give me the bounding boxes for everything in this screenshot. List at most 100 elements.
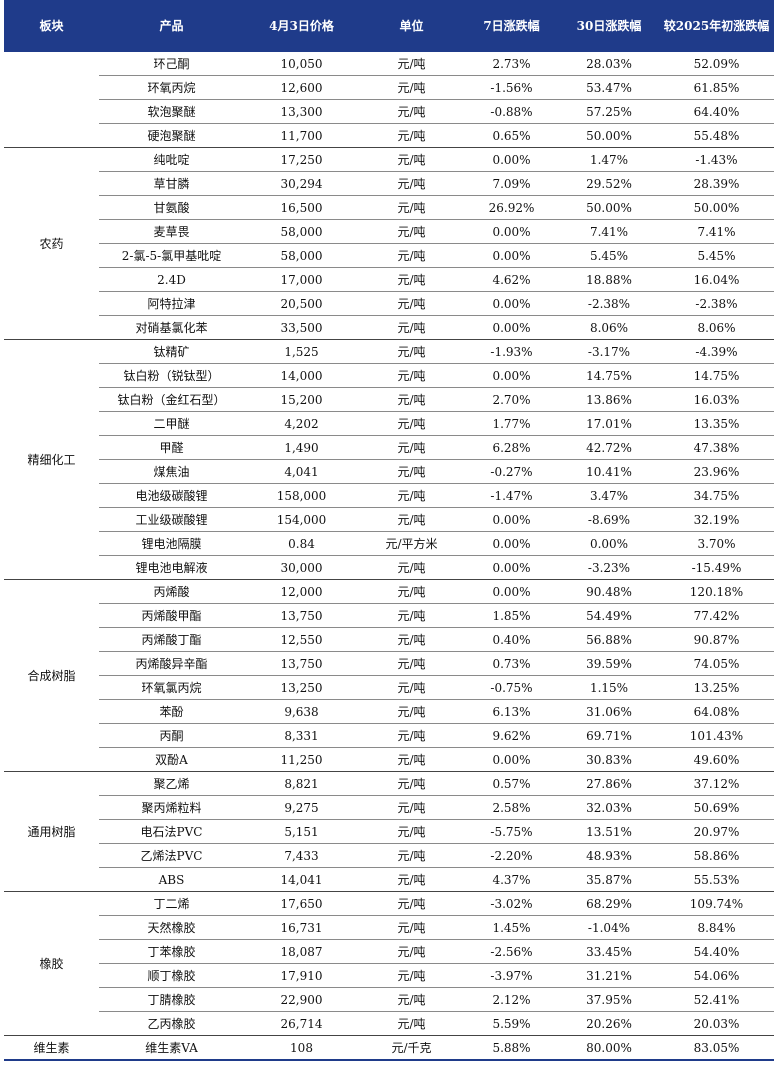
product-name-cell: 工业级碳酸锂 (99, 507, 244, 532)
price-cell: 30,294 (244, 171, 359, 196)
product-name-cell: 环氧丙烷 (99, 75, 244, 100)
change-7d-cell: -2.56% (464, 939, 559, 964)
unit-cell: 元/吨 (359, 195, 464, 220)
price-cell: 0.84 (244, 531, 359, 556)
unit-cell: 元/吨 (359, 579, 464, 604)
change-30d-cell: 13.86% (559, 387, 659, 412)
price-cell: 4,041 (244, 459, 359, 484)
price-cell: 33,500 (244, 315, 359, 340)
change-ytd-cell: 34.75% (659, 483, 774, 508)
price-cell: 15,200 (244, 387, 359, 412)
price-cell: 13,750 (244, 651, 359, 676)
change-30d-cell: -3.17% (559, 339, 659, 364)
price-cell: 11,250 (244, 747, 359, 772)
change-7d-cell: 0.57% (464, 771, 559, 796)
unit-cell: 元/吨 (359, 867, 464, 892)
change-7d-cell: -1.56% (464, 75, 559, 100)
change-30d-cell: 90.48% (559, 579, 659, 604)
product-name-cell: 天然橡胶 (99, 915, 244, 940)
price-cell: 22,900 (244, 987, 359, 1012)
price-cell: 14,000 (244, 363, 359, 388)
change-7d-cell: 9.62% (464, 723, 559, 748)
change-7d-cell: 7.09% (464, 171, 559, 196)
unit-cell: 元/吨 (359, 747, 464, 772)
unit-cell: 元/吨 (359, 723, 464, 748)
change-7d-cell: -1.47% (464, 483, 559, 508)
table-row: 环氧氯丙烷 13,250 元/吨 -0.75% 1.15% 13.25% (4, 675, 774, 700)
price-cell: 18,087 (244, 939, 359, 964)
price-cell: 30,000 (244, 555, 359, 580)
change-7d-cell: 0.00% (464, 555, 559, 580)
change-30d-cell: 17.01% (559, 411, 659, 436)
change-ytd-cell: 58.86% (659, 843, 774, 868)
change-30d-cell: 14.75% (559, 363, 659, 388)
change-30d-cell: 31.21% (559, 963, 659, 988)
price-cell: 158,000 (244, 483, 359, 508)
product-name-cell: 钛白粉（金红石型） (99, 387, 244, 412)
change-30d-cell: 57.25% (559, 99, 659, 124)
product-name-cell: 环氧氯丙烷 (99, 675, 244, 700)
price-cell: 16,731 (244, 915, 359, 940)
unit-cell: 元/吨 (359, 843, 464, 868)
header-change-7d: 7日涨跌幅 (464, 0, 559, 52)
change-30d-cell: 39.59% (559, 651, 659, 676)
change-ytd-cell: 16.03% (659, 387, 774, 412)
price-cell: 8,331 (244, 723, 359, 748)
price-cell: 20,500 (244, 291, 359, 316)
price-cell: 7,433 (244, 843, 359, 868)
price-cell: 58,000 (244, 219, 359, 244)
table-body: 环己酮 10,050 元/吨 2.73% 28.03% 52.09% 环氧丙烷 12,600 元… (4, 52, 774, 1061)
table-row: 钛白粉（金红石型） 15,200 元/吨 2.70% 13.86% 16.03% (4, 387, 774, 412)
table-row: 乙烯法PVC 7,433 元/吨 -2.20% 48.93% 58.86% (4, 843, 774, 868)
unit-cell: 元/吨 (359, 291, 464, 316)
change-ytd-cell: -15.49% (659, 555, 774, 580)
change-ytd-cell: 3.70% (659, 531, 774, 556)
change-ytd-cell: 13.35% (659, 411, 774, 436)
change-ytd-cell: 32.19% (659, 507, 774, 532)
price-cell: 17,250 (244, 147, 359, 172)
price-cell: 8,821 (244, 771, 359, 796)
change-30d-cell: -1.04% (559, 915, 659, 940)
table-row: 苯酚 9,638 元/吨 6.13% 31.06% 64.08% (4, 699, 774, 724)
product-name-cell: 丙烯酸甲酯 (99, 603, 244, 628)
table-row: 通用树脂 聚乙烯 8,821 元/吨 0.57% 27.86% 37.12% (4, 771, 774, 892)
product-name-cell: 草甘膦 (99, 171, 244, 196)
change-ytd-cell: 49.60% (659, 747, 774, 772)
product-name-cell: 丁腈橡胶 (99, 987, 244, 1012)
change-ytd-cell: 52.09% (659, 52, 774, 76)
change-ytd-cell: 90.87% (659, 627, 774, 652)
table-row: ABS 14,041 元/吨 4.37% 35.87% 55.53% (4, 867, 774, 892)
unit-cell: 元/吨 (359, 603, 464, 628)
change-7d-cell: 0.00% (464, 579, 559, 604)
change-7d-cell: 1.45% (464, 915, 559, 940)
change-30d-cell: 35.87% (559, 867, 659, 892)
table-row: 农药 纯吡啶 17,250 元/吨 0.00% 1.47% -1.43% (4, 147, 774, 340)
unit-cell: 元/吨 (359, 171, 464, 196)
unit-cell: 元/吨 (359, 315, 464, 340)
unit-cell: 元/吨 (359, 675, 464, 700)
product-name-cell: 甘氨酸 (99, 195, 244, 220)
change-7d-cell: 26.92% (464, 195, 559, 220)
change-7d-cell: 0.00% (464, 219, 559, 244)
price-cell: 108 (244, 1035, 359, 1061)
product-name-cell: 钛精矿 (99, 339, 244, 364)
change-30d-cell: 29.52% (559, 171, 659, 196)
change-7d-cell: -3.97% (464, 963, 559, 988)
unit-cell: 元/吨 (359, 651, 464, 676)
change-30d-cell: 18.88% (559, 267, 659, 292)
product-name-cell: 阿特拉津 (99, 291, 244, 316)
unit-cell: 元/平方米 (359, 531, 464, 556)
table-row: 顺丁橡胶 17,910 元/吨 -3.97% 31.21% 54.06% (4, 963, 774, 988)
unit-cell: 元/吨 (359, 1011, 464, 1036)
unit-cell: 元/吨 (359, 123, 464, 148)
unit-cell: 元/吨 (359, 939, 464, 964)
change-7d-cell: 0.00% (464, 243, 559, 268)
table-row: 锂电池电解液 30,000 元/吨 0.00% -3.23% -15.49% (4, 555, 774, 580)
table-row: 环氧丙烷 12,600 元/吨 -1.56% 53.47% 61.85% (4, 75, 774, 100)
product-name-cell: 钛白粉（锐钛型） (99, 363, 244, 388)
change-30d-cell: 20.26% (559, 1011, 659, 1036)
change-30d-cell: -2.38% (559, 291, 659, 316)
unit-cell: 元/吨 (359, 243, 464, 268)
header-row: 板块 产品 4月3日价格 单位 7日涨跌幅 30日涨跌幅 较2025年初涨跌幅 (4, 0, 774, 52)
price-cell: 9,638 (244, 699, 359, 724)
